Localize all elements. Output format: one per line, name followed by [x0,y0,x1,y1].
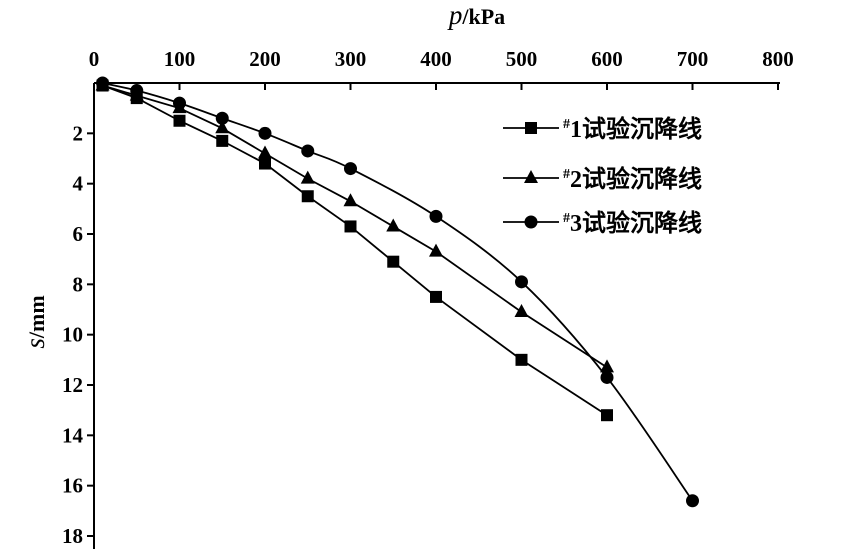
y-tick-label: 6 [73,222,84,246]
series-1-point [216,134,229,147]
x-tick-label: 500 [506,47,538,71]
series-3 [96,76,699,508]
series-1-point [515,353,528,366]
series-3-point [301,144,315,158]
legend-item: #2试验沉降线 [503,165,702,193]
series-1-point [173,114,186,127]
legend-marker [524,170,538,183]
series-3-point [130,84,144,98]
x-tick-label: 400 [420,47,452,71]
x-tick-label: 0 [89,47,100,71]
series-2-point [514,304,529,318]
legend-label-superscript: # [563,211,570,226]
series-3-line [102,82,694,502]
legend-label-superscript: # [563,167,570,182]
x-tick-label: 800 [762,47,794,71]
y-tick-label: 10 [62,323,83,347]
legend-label: #3试验沉降线 [563,209,702,237]
series-2-point [386,218,401,232]
x-tick-label: 600 [591,47,623,71]
series-1-point [259,157,271,170]
legend-label-superscript: # [563,117,570,132]
x-axis-title-unit: /kPa [461,4,505,29]
legend-marker [524,215,538,229]
x-axis-title: p/kPa [447,0,505,30]
legend-label-text: 2试验沉降线 [570,165,702,193]
series-layer [95,76,699,508]
legend: #1试验沉降线#2试验沉降线#3试验沉降线 [503,115,702,237]
x-tick-label: 100 [164,47,196,71]
series-3-point [96,76,110,90]
x-tick-label: 700 [677,47,709,71]
legend-label-text: 3试验沉降线 [570,209,702,237]
series-2-point [600,359,614,373]
series-1-point [387,255,400,268]
x-tick-label: 200 [249,47,281,71]
legend-label: #1试验沉降线 [563,115,702,143]
legend-label-text: 1试验沉降线 [570,115,702,143]
series-1-point [601,409,613,422]
y-axis-ticks: 2 4 6 8 10 12 14 16 18 [62,121,94,548]
series-1-point [301,190,314,203]
y-axis-title-variable: s [20,338,50,349]
legend-marker [525,122,537,134]
series-1-line [102,84,608,416]
legend-item: #1试验沉降线 [503,115,702,143]
y-tick-label: 4 [73,172,84,196]
y-tick-label: 14 [62,423,84,447]
series-1-point [430,290,442,303]
y-tick-label: 12 [62,373,83,397]
series-3-point [344,162,357,176]
y-tick-label: 16 [62,474,83,498]
series-3-point [429,209,443,223]
series-2-point [300,170,315,184]
x-tick-label: 300 [335,47,367,71]
series-3-point [600,370,614,384]
series-3-point [686,494,699,508]
legend-label: #2试验沉降线 [563,165,702,193]
y-tick-label: 2 [73,121,84,145]
series-2-point [429,243,443,257]
axes: 0 100 200 300 400 500 600 700 800 2 4 6 8 10 12 14 16 18 [62,47,794,549]
series-2-point [258,145,272,159]
legend-item: #3试验沉降线 [503,209,702,237]
x-axis-ticks: 0 100 200 300 400 500 600 700 800 [89,47,794,90]
series-3-point [515,275,528,289]
y-axis-title: s/mm [20,295,50,348]
series-1-point [344,220,357,233]
series-3-point [215,111,229,125]
series-3-point [173,96,186,110]
series-2-point [343,193,358,207]
x-axis-title-variable: p [447,0,463,30]
series-3-point [258,126,272,140]
y-tick-label: 8 [73,272,84,296]
y-tick-label: 18 [62,524,83,548]
y-axis-title-unit: /mm [24,295,49,339]
series-2-point [215,120,230,134]
